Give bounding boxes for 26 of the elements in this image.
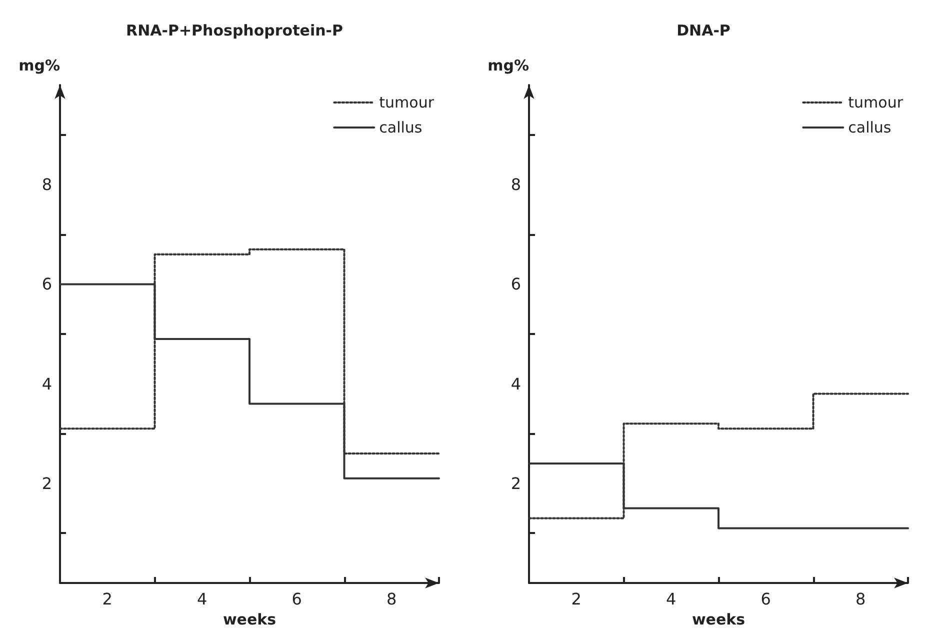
legend-label: tumour [379, 94, 435, 112]
x-tick-label: 4 [197, 590, 208, 608]
chart-title: DNA-P [676, 22, 730, 40]
y-tick-label: 4 [510, 374, 521, 394]
y-tick-label: 6 [42, 274, 52, 294]
x-tick-label: 2 [102, 590, 112, 608]
x-tick-label: 8 [386, 590, 397, 608]
x-axis-title: weeks [692, 610, 746, 628]
x-tick-label: 6 [292, 590, 302, 608]
legend-label: callus [379, 118, 422, 136]
chart-title: RNA-P+Phosphoprotein-P [126, 22, 343, 40]
y-tick-label: 6 [510, 274, 521, 294]
y-axis-title: mg% [488, 56, 529, 74]
x-axis-title: weeks [222, 610, 276, 628]
x-tick-label: 4 [666, 590, 676, 608]
y-tick-label: 4 [42, 374, 52, 394]
legend-label: tumour [848, 94, 904, 112]
x-tick-label: 2 [571, 590, 582, 608]
x-tick-label: 8 [856, 590, 866, 608]
y-tick-label: 8 [42, 175, 52, 194]
y-tick-label: 8 [510, 175, 521, 194]
legend-label: callus [848, 118, 892, 136]
y-tick-label: 2 [42, 474, 52, 493]
y-axis-title: mg% [18, 56, 60, 74]
y-tick-label: 2 [510, 474, 521, 493]
x-tick-label: 6 [760, 590, 771, 608]
